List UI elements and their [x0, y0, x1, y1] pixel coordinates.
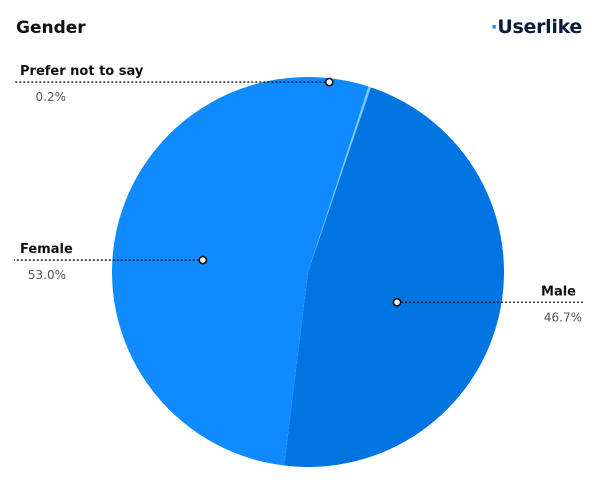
- leader-dot-female: [198, 255, 208, 265]
- category-label-prefer-not-to-say: Prefer not to say: [20, 64, 144, 79]
- category-label-female: Female: [20, 242, 73, 257]
- value-label-female: 53.0%: [28, 268, 66, 282]
- pie-slice-female: [112, 76, 369, 466]
- value-label-male: 46.7%: [544, 310, 582, 324]
- chart-title: Gender: [16, 18, 86, 38]
- pie-slice-prefer-not-to-say: [308, 86, 371, 272]
- pie-slices: [112, 76, 504, 467]
- leader-dot-prefer-not-to-say: [324, 77, 334, 87]
- leader-dot-male: [392, 297, 402, 307]
- brand-name: Userlike: [497, 16, 582, 38]
- value-label-prefer-not-to-say: 0.2%: [36, 90, 67, 104]
- pie-labels: Prefer not to say 0.2% Male 46.7% Female 53.0…: [14, 64, 584, 324]
- brand-logo: ·Userlike: [490, 16, 582, 38]
- brand-mark-icon: ·: [490, 16, 498, 38]
- category-label-male: Male: [541, 284, 576, 299]
- pie-slice-male: [284, 87, 504, 467]
